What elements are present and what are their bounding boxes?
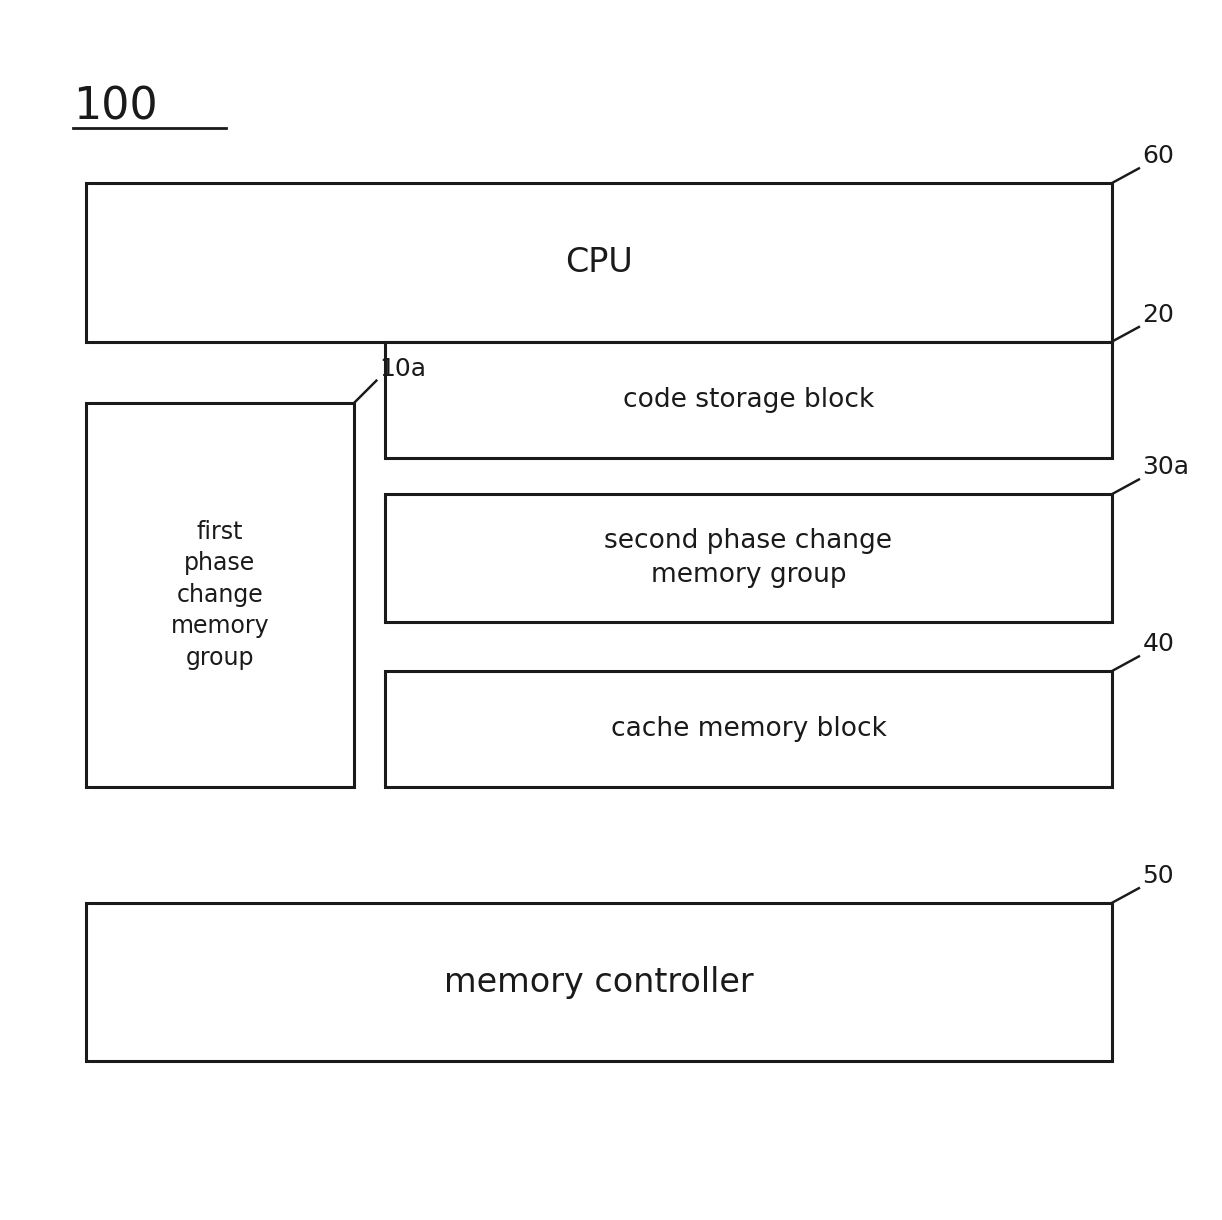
Bar bbox=[385, 671, 1112, 787]
Text: 10a: 10a bbox=[379, 356, 425, 381]
Text: cache memory block: cache memory block bbox=[611, 716, 886, 742]
Bar bbox=[385, 342, 1112, 458]
Text: second phase change
memory group: second phase change memory group bbox=[605, 528, 892, 588]
Bar bbox=[86, 903, 1112, 1061]
Text: memory controller: memory controller bbox=[444, 965, 754, 999]
Text: 100: 100 bbox=[73, 85, 158, 128]
Text: first
phase
change
memory
group: first phase change memory group bbox=[171, 520, 269, 670]
Text: CPU: CPU bbox=[565, 245, 633, 279]
Text: 60: 60 bbox=[1143, 144, 1174, 168]
Text: 50: 50 bbox=[1143, 864, 1174, 888]
Bar bbox=[86, 403, 354, 787]
Text: code storage block: code storage block bbox=[623, 387, 874, 412]
Text: 30a: 30a bbox=[1143, 455, 1189, 479]
Text: 20: 20 bbox=[1143, 303, 1174, 327]
Bar bbox=[86, 183, 1112, 342]
Bar bbox=[385, 494, 1112, 622]
Text: 40: 40 bbox=[1143, 632, 1174, 656]
